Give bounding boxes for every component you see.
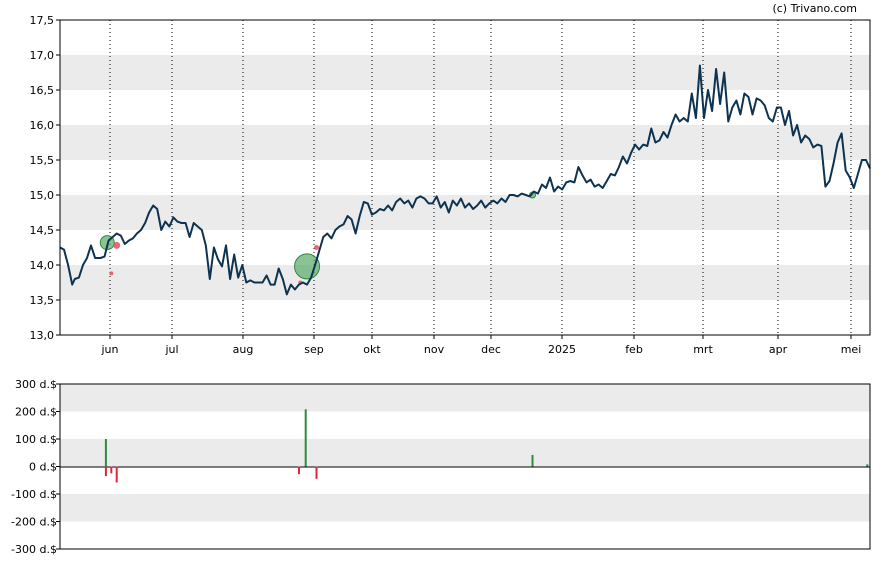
y-tick-label: 14,0 [30, 259, 55, 272]
volume-bands [60, 384, 870, 522]
y-tick-label: 17,0 [30, 49, 55, 62]
volume-tick-label: -300 d.$ [11, 543, 57, 556]
y-tick-label: 17,5 [30, 14, 55, 27]
sell-marker [113, 241, 121, 249]
x-tick-label: 2025 [548, 343, 576, 356]
x-tick-label: mrt [693, 343, 713, 356]
y-tick-label: 16,0 [30, 119, 55, 132]
x-tick-label: mei [841, 343, 862, 356]
x-tick-label: feb [625, 343, 643, 356]
price-month-gridlines [109, 20, 852, 335]
volume-tick-label: -200 d.$ [11, 516, 57, 529]
volume-band [60, 494, 870, 522]
y-tick-label: 16,5 [30, 84, 55, 97]
price-bands [60, 55, 870, 300]
price-y-axis: 17,5 17,0 16,5 16,0 15,5 15,0 14,5 14,0 13,5 13,0 [30, 14, 60, 342]
volume-tick-label: 100 d.$ [15, 433, 57, 446]
price-panel: 17,5 17,0 16,5 16,0 15,5 15,0 14,5 14,0 13,5 13,0… [30, 14, 871, 356]
volume-frame [59, 383, 871, 550]
price-band [60, 265, 870, 300]
x-tick-label: dec [481, 343, 501, 356]
x-tick-label: aug [233, 343, 254, 356]
y-tick-label: 13,5 [30, 294, 55, 307]
volume-bars [104, 409, 869, 483]
price-x-axis: jun jul aug sep okt nov dec 2025 feb mrt apr mei [101, 335, 862, 356]
x-tick-label: okt [363, 343, 381, 356]
volume-tick-label: 200 d.$ [15, 406, 57, 419]
y-tick-label: 14,5 [30, 224, 55, 237]
volume-y-axis: 300 d.$ 200 d.$ 100 d.$ 0 d.$ -100 d.$ -200 d… [11, 378, 60, 556]
x-tick-label: jun [101, 343, 119, 356]
buy-marker [294, 253, 321, 280]
price-band [60, 195, 870, 230]
volume-tick-label: 300 d.$ [15, 378, 57, 391]
price-line [59, 64, 871, 296]
volume-band [60, 439, 870, 467]
y-tick-label: 15,0 [30, 189, 55, 202]
volume-tick-label: -100 d.$ [11, 488, 57, 501]
volume-band [60, 384, 870, 412]
price-frame [59, 19, 871, 336]
sell-marker [314, 245, 319, 250]
x-tick-label: jul [164, 343, 178, 356]
x-tick-label: sep [304, 343, 323, 356]
y-tick-label: 13,0 [30, 329, 55, 342]
x-tick-label: apr [769, 343, 788, 356]
sell-marker [109, 271, 114, 276]
x-tick-label: nov [424, 343, 445, 356]
y-tick-label: 15,5 [30, 154, 55, 167]
price-band [60, 55, 870, 90]
credit-text: (c) Trivano.com [772, 2, 857, 15]
price-band [60, 125, 870, 160]
volume-tick-label: 0 d.$ [29, 461, 57, 474]
volume-panel: 300 d.$ 200 d.$ 100 d.$ 0 d.$ -100 d.$ -200 d… [11, 378, 871, 556]
